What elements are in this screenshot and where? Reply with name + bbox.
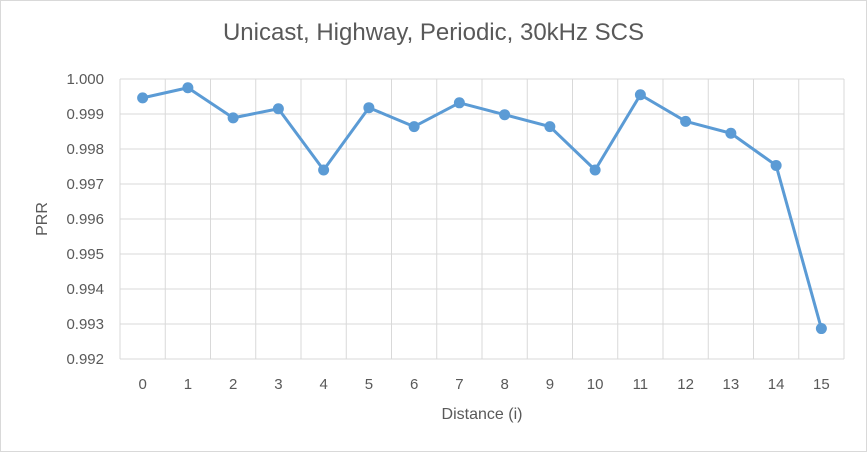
y-tick-label: 0.994: [66, 281, 104, 298]
data-point: [589, 164, 601, 176]
data-point: [318, 164, 330, 176]
data-point: [182, 82, 194, 94]
x-tick-label: 0: [138, 376, 146, 393]
data-point: [227, 112, 239, 124]
x-tick-label: 9: [546, 376, 554, 393]
y-tick-label: 0.995: [66, 246, 104, 263]
x-tick-label: 10: [587, 376, 604, 393]
x-tick-label: 6: [410, 376, 418, 393]
data-point: [770, 159, 782, 171]
y-tick-label: 0.997: [66, 176, 104, 193]
x-tick-label: 5: [365, 376, 373, 393]
grid-lines: [119, 78, 845, 360]
y-tick-label: 0.999: [66, 106, 104, 123]
series-line: [141, 86, 823, 331]
data-point: [499, 109, 511, 121]
series-prr: [137, 82, 827, 335]
data-point: [137, 92, 149, 104]
x-tick-label: 14: [768, 376, 785, 393]
data-point: [272, 103, 284, 115]
data-point: [453, 97, 465, 109]
x-tick-labels: 0 1 2 3 4 5 6 7 8 9 10 11 12 13 14 15: [138, 376, 829, 393]
y-tick-label: 0.996: [66, 211, 104, 228]
x-tick-label: 8: [500, 376, 508, 393]
data-point: [680, 115, 692, 127]
data-point: [408, 121, 420, 133]
x-tick-label: 2: [229, 376, 237, 393]
x-tick-label: 15: [813, 376, 830, 393]
x-tick-label: 12: [677, 376, 694, 393]
data-point: [544, 121, 556, 133]
y-tick-label: 1.000: [66, 71, 104, 88]
data-point: [634, 89, 646, 101]
x-tick-label: 11: [633, 376, 649, 393]
data-point: [363, 102, 375, 114]
y-tick-label: 0.993: [66, 316, 104, 333]
data-point: [815, 323, 827, 335]
x-tick-label: 13: [723, 376, 740, 393]
x-tick-label: 4: [319, 376, 327, 393]
data-point: [725, 127, 737, 139]
y-tick-labels: 0.992 0.993 0.994 0.995 0.996 0.997 0.998 0.999…: [66, 71, 104, 368]
x-tick-label: 1: [184, 376, 192, 393]
y-tick-label: 0.998: [66, 141, 104, 158]
x-tick-label: 3: [274, 376, 282, 393]
chart-title: Unicast, Highway, Periodic, 30kHz SCS: [222, 19, 645, 46]
x-axis-title: Distance (i): [442, 406, 523, 423]
y-tick-label: 0.992: [66, 351, 104, 368]
x-tick-label: 7: [455, 376, 463, 393]
y-axis-title: PRR: [34, 202, 51, 236]
